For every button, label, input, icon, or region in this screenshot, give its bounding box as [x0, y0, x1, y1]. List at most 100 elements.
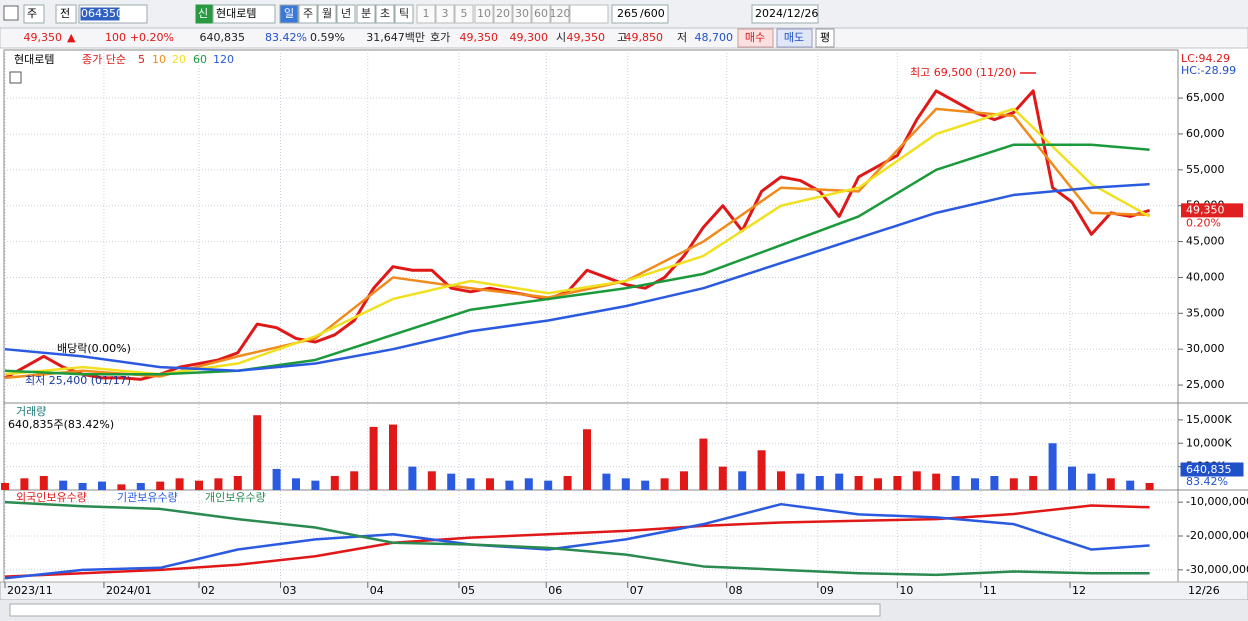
legend-entry: 외국인보유수량	[16, 491, 87, 504]
volume-bar	[951, 475, 960, 490]
interval-btn[interactable]	[454, 4, 474, 24]
interval[interactable]: 60	[534, 7, 548, 20]
volume-bar	[563, 475, 572, 490]
interval-btn[interactable]	[493, 4, 513, 24]
volume-bar	[1145, 482, 1154, 490]
plot-frame	[3, 49, 1179, 583]
period[interactable]: 일	[284, 6, 294, 20]
market[interactable]: 주	[27, 7, 37, 20]
interval[interactable]: 30	[515, 7, 529, 20]
interval[interactable]: 10	[477, 7, 491, 20]
scroll-track[interactable]	[9, 603, 881, 617]
quote-open: 49,350	[567, 31, 606, 44]
interval-btn[interactable]	[550, 4, 570, 24]
volume-bar	[602, 473, 611, 490]
last-price: 49,350	[1186, 203, 1225, 216]
quote-amount: 31,647백만	[366, 31, 425, 44]
volume-bar	[1029, 475, 1038, 490]
market-select[interactable]	[23, 4, 45, 24]
period[interactable]: 주	[303, 7, 313, 20]
legend-entry: 기관보유수량	[117, 491, 178, 504]
prev-btn[interactable]	[55, 4, 77, 24]
volume-bar	[272, 468, 281, 490]
date-axis-bg	[0, 581, 1248, 601]
series-line	[4, 504, 1150, 578]
x-tick-label: 05	[461, 584, 475, 597]
period-btn[interactable]	[298, 4, 318, 24]
volume-bar	[20, 478, 29, 490]
table-icon[interactable]	[9, 71, 22, 84]
x-tick-label: 2024/01	[106, 584, 152, 597]
interval[interactable]: 1	[423, 7, 430, 20]
volume-bar	[39, 475, 48, 490]
legend-entry: 120	[213, 53, 234, 66]
period-btn[interactable]	[375, 4, 395, 24]
y-tick-label: 15,000K	[1186, 413, 1232, 426]
volume-bar	[486, 478, 494, 490]
period-btn[interactable]	[356, 4, 376, 24]
volume-bar	[835, 473, 844, 490]
code[interactable]: 064350	[81, 7, 123, 20]
interval-btn[interactable]	[531, 4, 551, 24]
quote-price: 49,350	[24, 31, 63, 44]
interval[interactable]: 20	[496, 7, 510, 20]
period[interactable]: 월	[322, 7, 332, 20]
volume-bar	[389, 424, 397, 490]
quote-ask: 49,350	[460, 31, 499, 44]
volume-bar	[796, 473, 805, 490]
volume-bar	[408, 466, 417, 490]
volume-bar	[292, 478, 300, 490]
legend-name: 현대로템	[14, 53, 54, 66]
volume-pct: 83.42%	[1186, 475, 1228, 488]
y-tick-label: -30,000,000	[1186, 563, 1248, 576]
period[interactable]: 초	[380, 7, 390, 20]
buy-btn[interactable]	[737, 28, 774, 48]
volume-bar	[175, 478, 184, 490]
volume-bar	[699, 438, 708, 490]
x-tick-label: 06	[548, 584, 562, 597]
volume-bar	[971, 478, 979, 490]
avg-btn[interactable]	[815, 28, 835, 48]
period-btn[interactable]	[279, 4, 299, 24]
interval-btn[interactable]	[512, 4, 532, 24]
legend-entry: 5	[138, 53, 145, 66]
series-line	[4, 89, 1151, 381]
volume-title: 거래량	[16, 405, 46, 418]
y-tick-label: -20,000,000	[1186, 529, 1248, 542]
menu-icon[interactable]	[3, 5, 19, 21]
quote-high-label: 고	[617, 31, 627, 44]
buy[interactable]: 매수	[745, 31, 765, 44]
sell-btn[interactable]	[776, 28, 813, 48]
quote-high: 49,850	[625, 31, 664, 44]
date[interactable]: 2024/12/26	[755, 7, 818, 20]
legend-entry: 10	[152, 53, 166, 66]
y-tick-label: 10,000K	[1186, 436, 1232, 449]
quote-bg	[0, 27, 1248, 49]
interval-btn[interactable]	[416, 4, 436, 24]
period-btn[interactable]	[317, 4, 337, 24]
count: 265	[617, 7, 638, 20]
series-line	[4, 182, 1150, 372]
name-box	[212, 4, 276, 24]
quote-vol-ratio: 83.42%	[265, 31, 307, 44]
x-tick-label: 03	[282, 584, 296, 597]
quote-bid: 49,300	[510, 31, 549, 44]
prev[interactable]: 전	[60, 7, 70, 20]
interval[interactable]: 120	[550, 7, 571, 20]
volume-last: 640,835	[1186, 463, 1232, 476]
y-tick-label: 55,000	[1186, 163, 1225, 176]
interval[interactable]: 3	[442, 7, 449, 20]
sell[interactable]: 매도	[784, 31, 804, 44]
period-btn[interactable]	[336, 4, 356, 24]
volume-bar	[427, 471, 436, 490]
interval-btn[interactable]	[435, 4, 455, 24]
period-btn[interactable]	[394, 4, 414, 24]
period[interactable]: 틱	[399, 7, 409, 20]
series-line	[4, 502, 1150, 580]
period[interactable]: 분	[361, 7, 371, 20]
period[interactable]: 년	[341, 7, 351, 20]
interval[interactable]: 5	[461, 7, 468, 20]
avg[interactable]: 평	[820, 31, 830, 44]
interval-btn[interactable]	[474, 4, 494, 24]
volume-bar	[757, 450, 766, 490]
